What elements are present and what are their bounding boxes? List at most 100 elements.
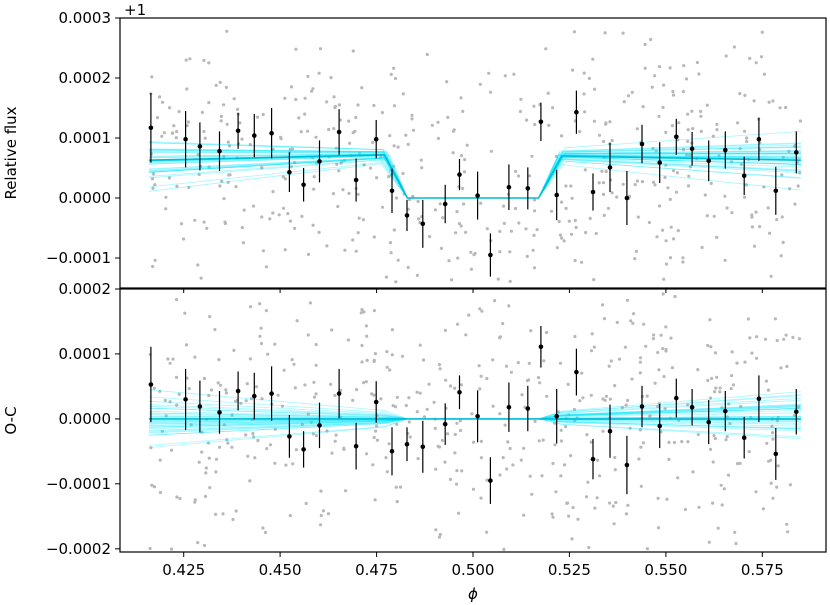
raw-point (713, 351, 718, 355)
raw-point (373, 352, 377, 356)
raw-point (657, 368, 661, 372)
raw-point (508, 250, 512, 254)
raw-point (312, 175, 316, 179)
raw-point (436, 136, 440, 140)
raw-point (655, 235, 659, 239)
raw-point (232, 97, 236, 101)
raw-point (763, 337, 768, 341)
raw-point (411, 128, 416, 132)
raw-point (303, 383, 307, 387)
raw-point (314, 342, 318, 347)
raw-point (314, 434, 318, 438)
binned-point (756, 396, 762, 402)
raw-point (603, 31, 607, 35)
raw-point (558, 361, 563, 365)
raw-point (697, 72, 701, 76)
raw-point (372, 235, 376, 239)
raw-point (240, 226, 244, 230)
raw-point (696, 433, 700, 437)
raw-point (606, 206, 611, 210)
binned-point (148, 125, 154, 131)
raw-point (778, 106, 782, 110)
raw-point (230, 445, 234, 449)
binned-point (457, 172, 462, 177)
raw-point (312, 187, 316, 191)
raw-point (213, 328, 217, 332)
raw-point (755, 335, 759, 339)
raw-point (184, 343, 189, 347)
binned-point (269, 391, 274, 396)
raw-point (280, 404, 284, 408)
raw-point (664, 130, 668, 134)
raw-point (582, 71, 586, 75)
raw-point (668, 197, 672, 201)
raw-point (325, 429, 329, 433)
raw-point (392, 228, 396, 232)
binned-point (217, 410, 222, 415)
raw-point (745, 136, 749, 140)
raw-point (379, 397, 383, 401)
raw-point (438, 367, 442, 371)
raw-point (271, 190, 275, 194)
raw-point (771, 431, 775, 435)
raw-point (355, 388, 359, 392)
raw-point (662, 83, 666, 87)
raw-point (306, 74, 310, 78)
raw-point (498, 229, 502, 233)
raw-point (300, 214, 304, 218)
raw-point (447, 259, 451, 263)
raw-point (436, 120, 440, 124)
raw-point (372, 103, 376, 108)
binned-point (741, 435, 747, 441)
raw-point (493, 299, 497, 303)
raw-point (531, 248, 535, 252)
raw-point (360, 86, 364, 90)
raw-point (208, 486, 212, 490)
raw-point (573, 218, 577, 223)
model-samples-top (148, 131, 801, 199)
raw-point (204, 471, 208, 475)
raw-point (318, 47, 323, 51)
raw-point (182, 237, 186, 241)
raw-point (455, 210, 459, 214)
raw-point (498, 473, 502, 477)
raw-point (479, 496, 483, 500)
raw-point (196, 263, 200, 267)
raw-point (333, 106, 337, 110)
raw-point (504, 364, 509, 368)
raw-point (170, 131, 174, 135)
raw-point (602, 317, 607, 321)
raw-point (699, 109, 703, 113)
raw-point (657, 114, 661, 118)
raw-point (166, 357, 170, 361)
raw-point (151, 172, 156, 176)
raw-point (673, 294, 677, 299)
raw-point (430, 123, 434, 127)
x-axis-title: ϕ (468, 585, 478, 603)
raw-point (676, 229, 680, 233)
raw-point (300, 422, 304, 426)
raw-point (622, 100, 626, 104)
raw-point (639, 484, 643, 488)
raw-point (608, 501, 612, 505)
raw-point (501, 456, 505, 460)
raw-point (755, 356, 759, 360)
raw-point (661, 228, 665, 232)
raw-point (711, 460, 715, 464)
raw-point (661, 347, 665, 351)
binned-point (317, 423, 322, 428)
raw-point (265, 447, 269, 451)
raw-point (601, 303, 605, 307)
binned-point (457, 390, 462, 395)
raw-point (508, 279, 512, 283)
raw-point (670, 366, 675, 370)
raw-point (365, 452, 369, 456)
raw-point (651, 146, 655, 151)
binned-point (475, 193, 480, 198)
raw-point (792, 413, 797, 417)
raw-point (288, 219, 292, 223)
raw-point (433, 208, 437, 212)
raw-point (631, 321, 635, 325)
raw-point (380, 111, 384, 115)
raw-point (478, 82, 482, 86)
